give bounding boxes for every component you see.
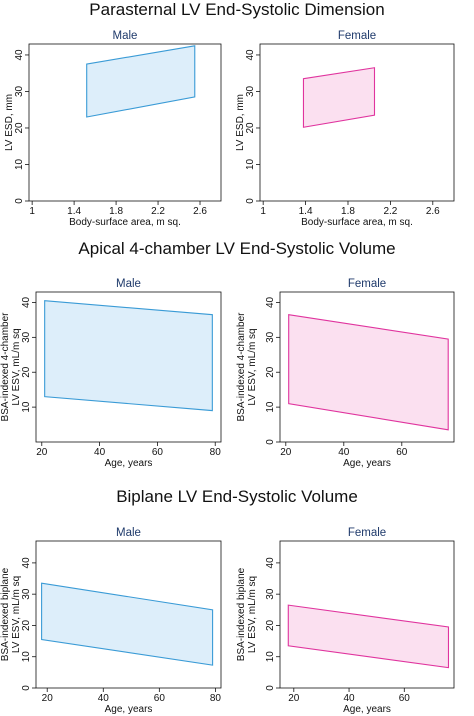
y-axis-label: BSA-indexed biplane bbox=[0, 567, 11, 661]
y-tick-label: 40 bbox=[245, 49, 256, 61]
panel-title: Female bbox=[338, 30, 376, 42]
y-tick-label: 10 bbox=[245, 158, 256, 170]
chart-panel-1: Male 0 10 20 30 40 1 1.4 1.8 2.2 2.6 Body-surface a… bbox=[4, 30, 222, 228]
x-axis-label: Age, years bbox=[105, 458, 153, 469]
reference-range-band bbox=[288, 314, 449, 431]
y-axis-label: BSA-indexed biplane bbox=[236, 567, 247, 661]
plot-frame bbox=[259, 43, 455, 202]
x-axis-label: Body-surface area, m sq. bbox=[69, 217, 181, 228]
x-tick-label: 60 bbox=[396, 447, 408, 458]
y-tick-label: 10 bbox=[21, 401, 32, 413]
y-axis-label: LV ESD, mm bbox=[235, 94, 246, 151]
y-tick-label: 0 bbox=[14, 198, 25, 204]
x-tick-label: 80 bbox=[210, 693, 222, 704]
section-title-esd: Parasternal LV End-Systolic Dimension bbox=[89, 0, 385, 19]
y-tick-label: 30 bbox=[14, 85, 25, 97]
chart-panel-3: Male 10 20 30 40 20 40 60 80 Age, years BSA-indexe… bbox=[0, 278, 222, 469]
x-tick-label: 60 bbox=[154, 693, 166, 704]
y-axis-label: LV ESV, mL/m sq bbox=[11, 328, 22, 405]
x-tick-label: 60 bbox=[399, 693, 411, 704]
y-tick-label: 20 bbox=[265, 619, 276, 631]
x-tick-label: 60 bbox=[152, 447, 164, 458]
x-tick-label: 40 bbox=[98, 693, 110, 704]
plot-frame bbox=[28, 43, 222, 202]
y-axis-label: LV ESV, mL/m sq bbox=[247, 576, 258, 653]
x-tick-label: 40 bbox=[343, 693, 355, 704]
y-tick-label: 40 bbox=[14, 49, 25, 61]
chart-panel-2: Female 0 10 20 30 40 1 1.4 1.8 2.2 2.6 Body-surface… bbox=[235, 30, 455, 228]
chart-panel-4: Female 0 10 20 30 40 20 40 60 Age, years BSA-index… bbox=[236, 278, 455, 469]
y-tick-label: 20 bbox=[245, 122, 256, 134]
x-tick-label: 1 bbox=[260, 206, 266, 217]
y-tick-label: 30 bbox=[265, 588, 276, 600]
x-axis-label: Age, years bbox=[105, 704, 153, 715]
plot-frame bbox=[279, 540, 455, 689]
y-tick-label: 10 bbox=[265, 651, 276, 663]
x-tick-label: 2.6 bbox=[426, 206, 440, 217]
y-tick-label: 0 bbox=[265, 685, 276, 691]
y-tick-label: 40 bbox=[21, 557, 32, 569]
plot-frame bbox=[279, 291, 455, 443]
y-tick-label: 0 bbox=[265, 439, 276, 445]
y-axis-label: BSA-indexed 4-chamber bbox=[0, 312, 11, 422]
x-tick-label: 20 bbox=[288, 693, 300, 704]
y-tick-label: 30 bbox=[21, 331, 32, 343]
reference-range-band bbox=[302, 67, 376, 128]
y-tick-label: 40 bbox=[21, 296, 32, 308]
x-tick-label: 20 bbox=[42, 693, 54, 704]
x-tick-label: 1.8 bbox=[109, 206, 123, 217]
x-tick-label: 20 bbox=[280, 447, 292, 458]
reference-range-band bbox=[86, 45, 196, 118]
x-tick-label: 2.2 bbox=[383, 206, 397, 217]
reference-range-band bbox=[44, 300, 213, 412]
y-axis-label: LV ESV, mL/m sq bbox=[247, 328, 258, 405]
y-tick-label: 20 bbox=[265, 366, 276, 378]
x-axis-label: Age, years bbox=[343, 458, 391, 469]
y-tick-label: 10 bbox=[265, 401, 276, 413]
plot-frame bbox=[35, 291, 222, 443]
x-tick-label: 2.2 bbox=[151, 206, 165, 217]
y-axis-label: LV ESD, mm bbox=[4, 94, 15, 151]
y-tick-label: 40 bbox=[265, 296, 276, 308]
reference-range-band bbox=[287, 604, 450, 669]
section-title-biplane-esv: Biplane LV End-Systolic Volume bbox=[116, 487, 358, 506]
x-tick-label: 20 bbox=[36, 447, 48, 458]
x-tick-label: 1.8 bbox=[341, 206, 355, 217]
x-tick-label: 40 bbox=[94, 447, 106, 458]
y-tick-label: 10 bbox=[21, 651, 32, 663]
y-tick-label: 40 bbox=[265, 557, 276, 569]
panel-title: Male bbox=[113, 30, 138, 42]
x-tick-label: 2.6 bbox=[193, 206, 207, 217]
y-tick-label: 0 bbox=[245, 198, 256, 204]
y-tick-label: 0 bbox=[21, 685, 32, 691]
x-tick-label: 1.4 bbox=[299, 206, 313, 217]
y-tick-label: 20 bbox=[14, 122, 25, 134]
y-tick-label: 30 bbox=[21, 588, 32, 600]
x-tick-label: 80 bbox=[210, 447, 222, 458]
chart-panel-5: Male 0 10 20 30 40 20 40 60 80 Age, years BSA-index… bbox=[0, 527, 222, 715]
y-axis-label: LV ESV, mL/m sq bbox=[11, 576, 22, 653]
section-title-4ch-esv: Apical 4-chamber LV End-Systolic Volume bbox=[78, 239, 396, 258]
x-tick-label: 1.4 bbox=[67, 206, 81, 217]
x-axis-label: Body-surface area, m sq. bbox=[301, 217, 413, 228]
chart-panel-6: Female 0 10 20 30 40 20 40 60 Age, years BSA-index… bbox=[236, 527, 455, 715]
y-tick-label: 20 bbox=[21, 366, 32, 378]
x-axis-label: Age, years bbox=[343, 704, 391, 715]
y-tick-label: 20 bbox=[21, 619, 32, 631]
x-tick-label: 1 bbox=[29, 206, 35, 217]
y-tick-label: 30 bbox=[245, 85, 256, 97]
plot-frame bbox=[35, 540, 222, 689]
panel-title: Female bbox=[348, 527, 386, 539]
x-tick-label: 40 bbox=[338, 447, 350, 458]
panel-title: Male bbox=[116, 278, 141, 290]
panel-title: Male bbox=[116, 527, 141, 539]
y-tick-label: 30 bbox=[265, 331, 276, 343]
y-axis-label: BSA-indexed 4-chamber bbox=[236, 312, 247, 422]
panel-title: Female bbox=[348, 278, 386, 290]
y-tick-label: 10 bbox=[14, 158, 25, 170]
reference-range-band bbox=[41, 582, 214, 666]
